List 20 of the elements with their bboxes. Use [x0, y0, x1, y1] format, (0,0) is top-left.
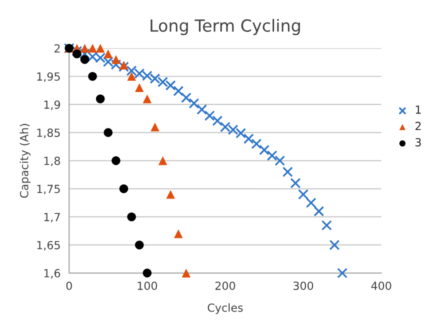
y-tick-label: 1,95 [37, 72, 60, 82]
y-axis-title: Capacity (Ah) [20, 124, 30, 198]
y-tick-label: 1,8 [44, 156, 60, 166]
y-tick-label: 1,85 [37, 128, 60, 138]
legend-label: 2 [415, 122, 421, 130]
x-tick-label: 400 [371, 282, 392, 290]
y-tick-label: 1,9 [44, 100, 60, 110]
y-tick-label: 1,65 [37, 240, 60, 250]
x-tick-label: 0 [66, 282, 72, 290]
x-tick-label: 300 [294, 282, 314, 290]
y-tick-label: 1,7 [44, 212, 60, 222]
chart-title: Long Term Cycling [150, 18, 300, 36]
y-tick-label: 2 [54, 44, 60, 53]
x-tick-label: 100 [138, 282, 158, 290]
x-tick-label: 200 [215, 282, 236, 290]
y-tick-label: 1,75 [37, 184, 60, 194]
x-axis-title: Cycles [208, 303, 243, 314]
legend-label: 3 [416, 138, 421, 146]
legend-label: 1 [416, 106, 421, 114]
y-tick-label: 1,6 [44, 269, 60, 279]
